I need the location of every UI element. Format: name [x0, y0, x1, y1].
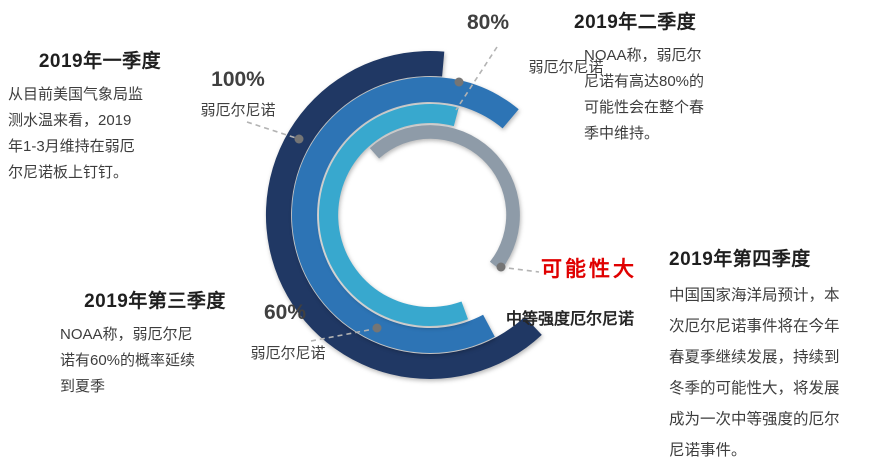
- quarter-1-block: 2019年一季度 从目前美国气象局监 测水温来看，2019 年1-3月维持在弱厄…: [8, 46, 192, 186]
- ring-arc-2: [291, 76, 519, 353]
- quarter-2-heading: 2019年二季度: [574, 12, 697, 33]
- quarter-4-heading: 2019年第四季度: [669, 249, 811, 270]
- probability-label-100: 弱厄尔尼诺: [200, 102, 276, 119]
- quarter-3-heading: 2019年第三季度: [84, 291, 226, 312]
- quarter-3-block: 2019年第三季度 NOAA称，弱厄尔尼 诺有60%的概率延续 到夏季: [60, 286, 250, 400]
- probability-label-80: 弱厄尔尼诺: [528, 59, 604, 76]
- quarter-2-text: NOAA称，弱厄尔 尼诺有高达80%的 可能性会在整个春 季中维持。: [584, 47, 705, 142]
- leader-line-1: [246, 121, 300, 140]
- probability-value-60: 60%: [263, 301, 307, 324]
- probability-label-60: 弱厄尔尼诺: [250, 345, 326, 362]
- callout-100-percent: 100% 弱厄尔尼诺: [194, 68, 282, 120]
- leader-dot-1: [294, 134, 304, 144]
- ring-arc-3: [318, 104, 468, 327]
- quarter-3-text: NOAA称，弱厄尔尼 诺有60%的概率延续 到夏季: [60, 326, 196, 395]
- moderate-elnino-label: 中等强度厄尔尼诺: [506, 311, 635, 328]
- ring-arc-4: [369, 125, 520, 271]
- quarter-4-text: 中国国家海洋局预计，本 次厄尔尼诺事件将在今年 春夏季继续发展，持续到 冬季的可…: [669, 287, 840, 459]
- quarter-4-block: 2019年第四季度 中国国家海洋局预计，本 次厄尔尼诺事件将在今年 春夏季继续发…: [669, 244, 885, 466]
- leader-dot-3: [372, 323, 382, 333]
- likelihood-value: 可能性大: [541, 258, 637, 281]
- probability-value-100: 100%: [211, 68, 265, 91]
- quarter-1-text: 从目前美国气象局监 测水温来看，2019 年1-3月维持在弱厄 尔尼诺板上钉钉。: [8, 86, 144, 181]
- leader-dot-2: [454, 77, 464, 87]
- quarter-1-heading: 2019年一季度: [38, 51, 162, 72]
- leader-line-3: [310, 327, 380, 342]
- leader-dot-4: [496, 262, 506, 272]
- leader-line-2: [455, 46, 498, 111]
- leader-line-4: [499, 266, 540, 273]
- probability-value-80: 80%: [466, 11, 510, 34]
- quarter-2-block: 2019年二季度 NOAA称，弱厄尔 尼诺有高达80%的 可能性会在整个春 季中…: [574, 7, 784, 147]
- ring-arc-1: [265, 50, 542, 379]
